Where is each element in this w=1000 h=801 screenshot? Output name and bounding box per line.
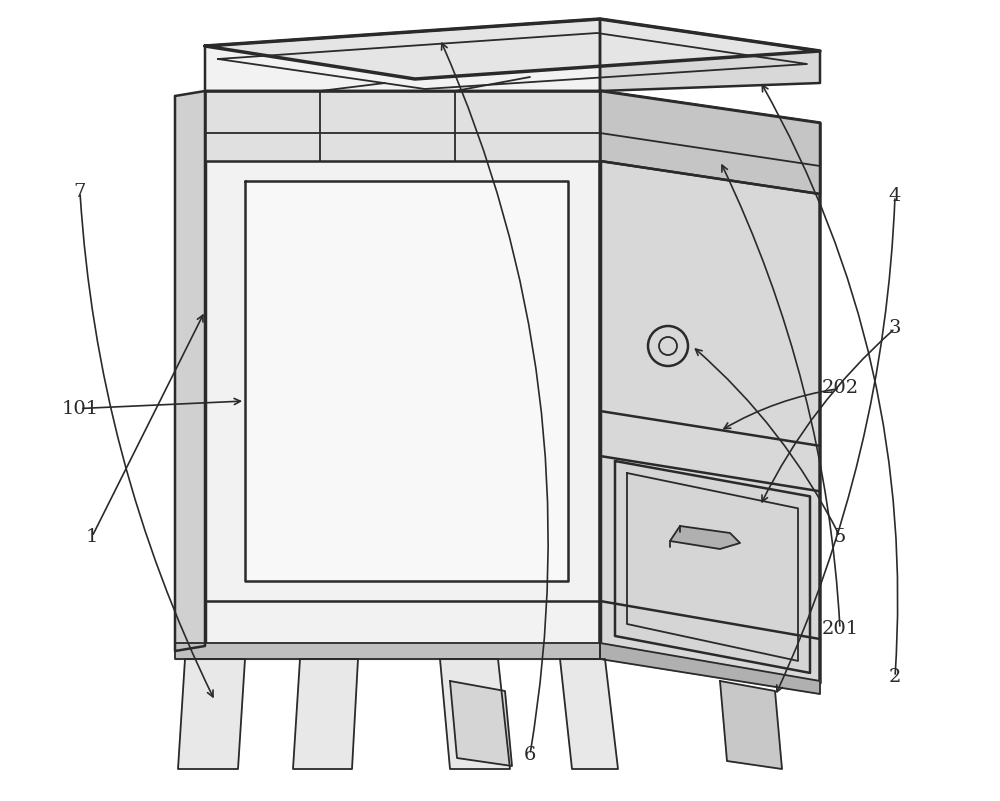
Text: 2: 2 <box>889 668 901 686</box>
Polygon shape <box>450 681 512 766</box>
Polygon shape <box>205 91 600 161</box>
Polygon shape <box>560 659 618 769</box>
Text: 5: 5 <box>834 528 846 545</box>
Polygon shape <box>245 181 568 581</box>
Text: 6: 6 <box>524 746 536 763</box>
Text: 4: 4 <box>889 187 901 205</box>
Polygon shape <box>600 19 820 91</box>
Polygon shape <box>205 19 600 91</box>
Polygon shape <box>178 659 245 769</box>
Polygon shape <box>600 643 820 694</box>
Polygon shape <box>600 91 820 194</box>
Text: 101: 101 <box>61 400 99 417</box>
Polygon shape <box>440 659 510 769</box>
Polygon shape <box>600 91 820 683</box>
Text: 201: 201 <box>821 620 859 638</box>
Polygon shape <box>205 19 820 79</box>
Polygon shape <box>205 91 600 646</box>
Polygon shape <box>175 643 600 659</box>
Polygon shape <box>175 91 205 651</box>
Text: 202: 202 <box>821 380 859 397</box>
Polygon shape <box>293 659 358 769</box>
Polygon shape <box>720 681 782 769</box>
Text: 7: 7 <box>74 183 86 201</box>
Polygon shape <box>615 461 810 673</box>
Polygon shape <box>670 526 740 549</box>
Text: 1: 1 <box>86 528 98 545</box>
Text: 3: 3 <box>889 320 901 337</box>
